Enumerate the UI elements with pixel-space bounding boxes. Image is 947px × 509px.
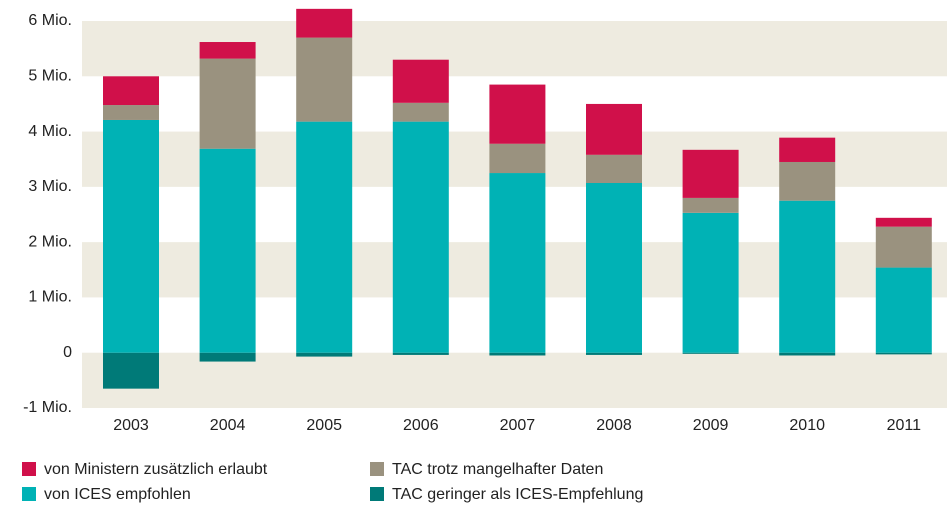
- bar-segment: [779, 137, 836, 162]
- legend-label: von ICES empfohlen: [44, 486, 191, 503]
- bar-segment: [103, 352, 159, 389]
- x-tick-label: 2003: [113, 417, 149, 434]
- bar-segment: [586, 352, 642, 355]
- x-tick-label: 2011: [887, 417, 922, 434]
- bar-segment: [875, 226, 932, 268]
- grid-band: [82, 352, 947, 408]
- bar-segment: [392, 121, 449, 353]
- bar-segment: [392, 102, 449, 122]
- bar-segment: [779, 200, 836, 353]
- y-tick-label: 3 Mio.: [28, 178, 72, 195]
- y-tick-label: 4 Mio.: [28, 123, 72, 140]
- legend-label: von Ministern zusätzlich erlaubt: [44, 461, 268, 478]
- bar-segment: [682, 197, 739, 213]
- bar-segment: [779, 161, 836, 201]
- bar-segment: [586, 154, 642, 183]
- bar-segment: [199, 148, 256, 353]
- bar-segment: [489, 352, 546, 356]
- bar-segment: [392, 352, 449, 355]
- bar-segment: [199, 352, 256, 362]
- x-tick-label: 2004: [210, 417, 246, 434]
- x-tick-label: 2009: [693, 417, 729, 434]
- legend-swatch: [22, 462, 36, 476]
- bar-segment: [296, 352, 353, 357]
- x-tick-label: 2005: [306, 417, 342, 434]
- legend-swatch: [370, 487, 384, 501]
- bar-segment: [779, 352, 836, 356]
- bar-segment: [103, 119, 159, 353]
- bar-segment: [875, 267, 932, 353]
- legend-swatch: [22, 487, 36, 501]
- y-tick-label: 6 Mio.: [28, 12, 72, 29]
- bar-segment: [296, 8, 353, 38]
- legend-label: TAC trotz mangelhafter Daten: [392, 461, 603, 478]
- bar-segment: [103, 76, 159, 106]
- x-tick-label: 2007: [500, 417, 536, 434]
- bar-segment: [489, 173, 546, 353]
- y-tick-label: 2 Mio.: [28, 233, 72, 250]
- bar-segment: [875, 217, 932, 227]
- bar-segment: [296, 121, 353, 353]
- y-tick-label: 1 Mio.: [28, 289, 72, 306]
- bar-segment: [199, 42, 256, 59]
- bar-segment: [682, 212, 739, 353]
- bar-segment: [199, 58, 256, 149]
- bar-segment: [586, 182, 642, 353]
- x-tick-label: 2008: [596, 417, 632, 434]
- bar-segment: [489, 143, 546, 174]
- x-tick-label: 2006: [403, 417, 439, 434]
- bar-segment: [682, 149, 739, 198]
- bar-segment: [875, 352, 932, 355]
- y-tick-label: 5 Mio.: [28, 68, 72, 85]
- legend-swatch: [370, 462, 384, 476]
- legend-label: TAC geringer als ICES-Empfehlung: [392, 486, 643, 503]
- bar-segment: [586, 103, 642, 155]
- y-tick-label: 0: [63, 344, 72, 361]
- bar-segment: [682, 352, 739, 354]
- bar-segment: [392, 59, 449, 103]
- bar-segment: [489, 84, 546, 144]
- x-tick-label: 2010: [789, 417, 825, 434]
- bar-segment: [103, 105, 159, 120]
- y-tick-label: -1 Mio.: [23, 399, 72, 416]
- bar-segment: [296, 37, 353, 122]
